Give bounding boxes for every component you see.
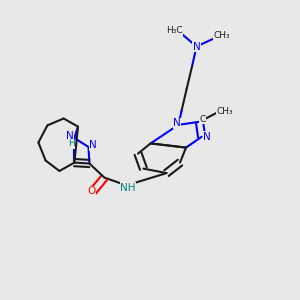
Text: N: N [173,118,181,128]
Text: CH₃: CH₃ [213,32,230,40]
Text: CH₃: CH₃ [217,107,233,116]
Text: N: N [66,130,74,141]
Text: C: C [200,115,206,124]
Text: N: N [203,132,211,142]
Text: N: N [193,41,200,52]
Text: NH: NH [120,183,136,193]
Text: H₃C: H₃C [166,26,183,35]
Text: O: O [87,186,96,197]
Text: N: N [89,140,97,151]
Text: H: H [68,140,75,148]
